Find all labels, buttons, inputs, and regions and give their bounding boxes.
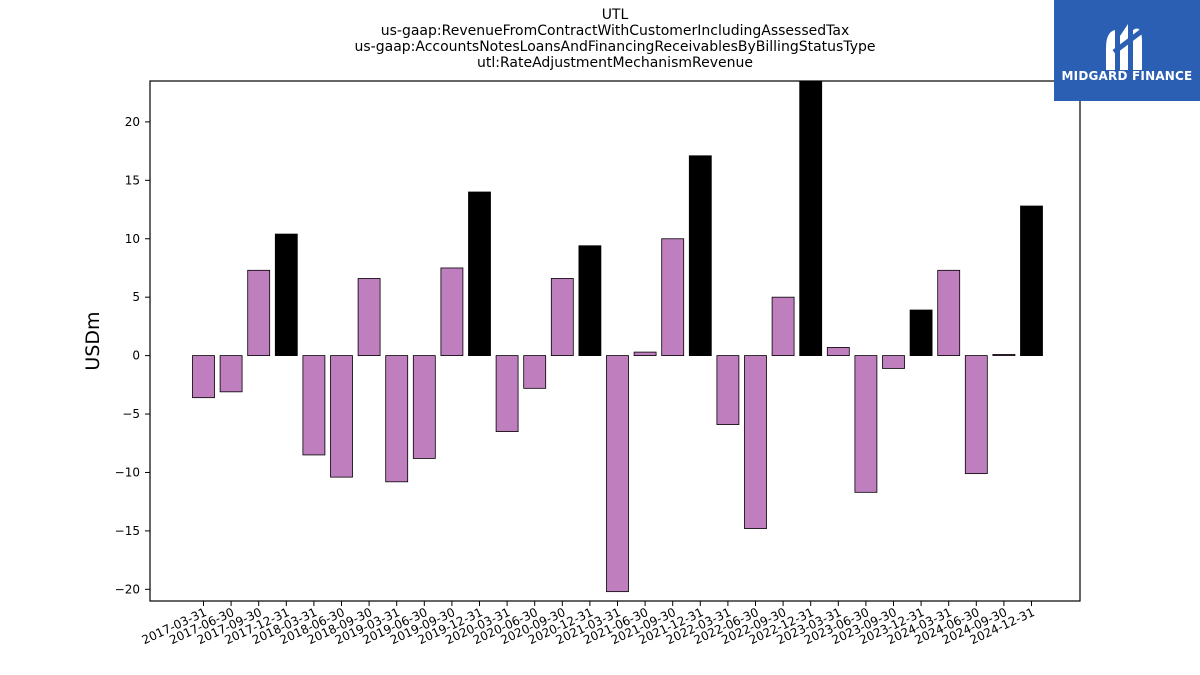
bar [412, 355, 436, 459]
y-tick-label: −5 [122, 407, 140, 421]
y-tick-label: 20 [125, 115, 140, 129]
title-line-2: us-gaap:RevenueFromContractWithCustomerI… [380, 23, 850, 39]
brand-logo: MIDGARD FINANCE [1054, 0, 1200, 101]
y-tick-label: −20 [115, 582, 140, 596]
title-ticker: UTL [601, 7, 629, 23]
bar [992, 354, 1016, 357]
brand-mark-icon [1106, 24, 1148, 70]
bar [633, 351, 657, 357]
bar [882, 355, 905, 369]
bar [909, 309, 933, 357]
bar [964, 355, 988, 475]
bar [661, 238, 685, 357]
bar [716, 355, 740, 425]
y-tick-label: −10 [115, 465, 140, 479]
bar [219, 355, 243, 393]
bar [937, 269, 961, 357]
title-line-4: utl:RateAdjustmentMechanismRevenue [477, 55, 753, 71]
bar [1020, 205, 1043, 357]
title-line-3: us-gaap:AccountsNotesLoansAndFinancingRe… [354, 39, 876, 55]
bar [385, 355, 409, 483]
bar [440, 267, 464, 357]
bar [771, 296, 795, 357]
bar [606, 355, 629, 593]
bar [550, 278, 574, 357]
bar [744, 355, 767, 529]
y-tick-label: 15 [125, 173, 140, 187]
bar [523, 355, 547, 389]
bar [357, 278, 381, 357]
bar [330, 355, 353, 478]
y-tick-label: 10 [125, 232, 140, 246]
bar [274, 233, 298, 357]
bar [854, 355, 878, 493]
brand-name: MIDGARD FINANCE [1061, 69, 1193, 83]
bar [578, 245, 602, 357]
y-tick-label: −15 [115, 524, 140, 538]
bar [247, 269, 271, 357]
bar [302, 355, 326, 456]
bar [688, 155, 712, 357]
y-axis-label: USDm [82, 311, 104, 370]
bar [799, 80, 823, 357]
bar [826, 347, 850, 357]
bar [192, 355, 215, 399]
y-tick-label: 5 [132, 290, 140, 304]
plot-frame [149, 80, 1081, 602]
bar [468, 191, 491, 357]
bar [495, 355, 519, 432]
y-tick-label: 0 [132, 349, 140, 363]
